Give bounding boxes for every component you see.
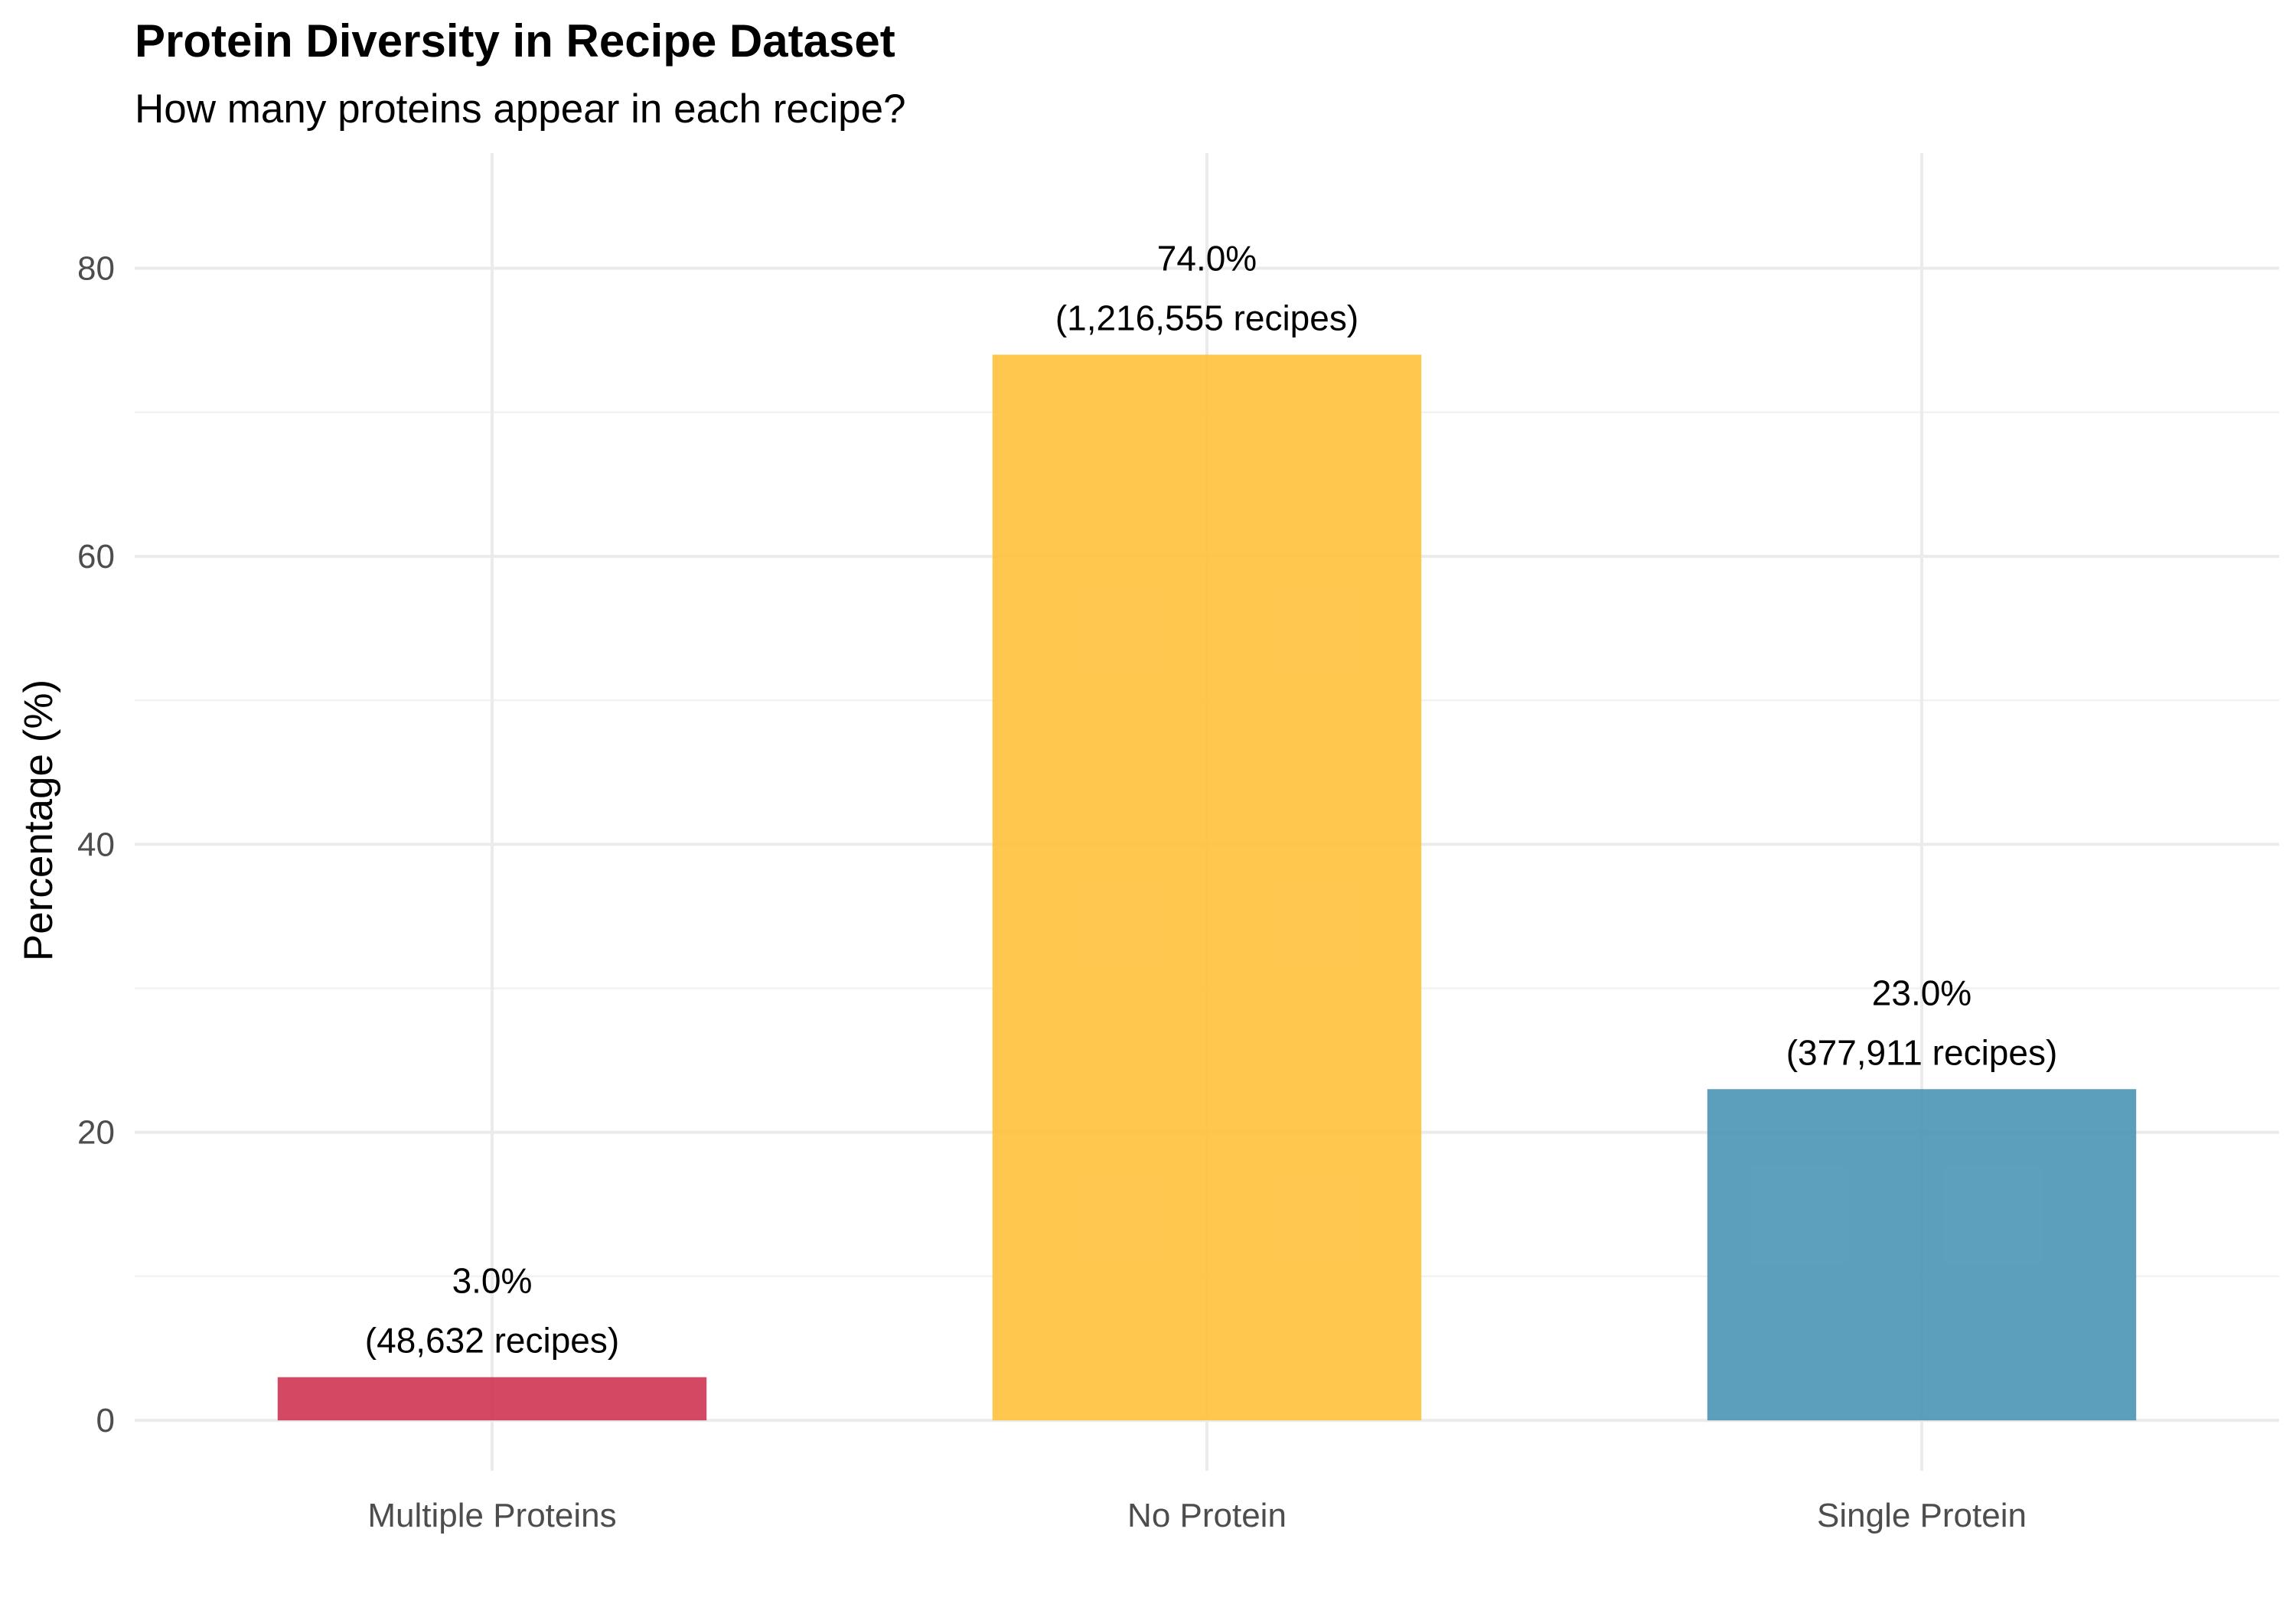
y-tick-label: 0 — [96, 1402, 115, 1439]
data-label-percent: 23.0% — [1872, 973, 1971, 1012]
y-axis-title: Percentage (%) — [16, 680, 61, 961]
bar — [277, 1377, 707, 1421]
data-label-count: (377,911 recipes) — [1786, 1032, 2058, 1072]
data-labels: 3.0% (48,632 recipes) 74.0% (1,216,555 reci… — [365, 238, 2057, 1360]
data-label-percent: 74.0% — [1157, 238, 1257, 278]
x-tick-label: Single Protein — [1817, 1497, 2027, 1534]
data-label-count: (48,632 recipes) — [365, 1321, 619, 1361]
y-tick-label: 80 — [77, 250, 115, 288]
x-tick-label: No Protein — [1127, 1497, 1287, 1534]
x-axis-ticks: Multiple Proteins No Protein Single Protei… — [367, 1497, 2027, 1534]
bar — [1707, 1089, 2137, 1421]
y-tick-label: 60 — [77, 538, 115, 575]
chart-subtitle: How many proteins appear in each recipe? — [135, 86, 906, 132]
y-tick-label: 40 — [77, 826, 115, 863]
bar — [992, 354, 1422, 1421]
data-label-count: (1,216,555 recipes) — [1055, 298, 1358, 337]
x-tick-label: Multiple Proteins — [367, 1497, 616, 1534]
chart-title: Protein Diversity in Recipe Dataset — [135, 15, 895, 67]
data-label-percent: 3.0% — [452, 1261, 533, 1301]
bars — [277, 354, 2137, 1421]
y-axis-ticks: 0 20 40 60 80 — [77, 250, 115, 1440]
y-tick-label: 20 — [77, 1114, 115, 1152]
